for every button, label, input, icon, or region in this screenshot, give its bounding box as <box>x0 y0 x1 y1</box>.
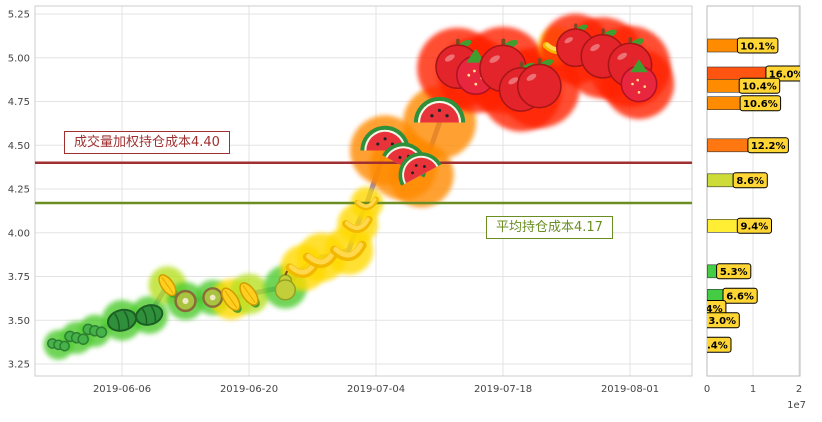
holding-cost-lines <box>35 161 692 205</box>
volume-bar-percent-label: 8.6% <box>732 172 768 189</box>
svg-text:3.75: 3.75 <box>8 272 30 283</box>
svg-text:5.25: 5.25 <box>8 10 30 21</box>
svg-text:4.75: 4.75 <box>8 97 30 108</box>
volume-bar-percent-label: 10.6% <box>739 95 782 112</box>
svg-text:10.6%: 10.6% <box>743 99 778 110</box>
melon-fruit-icon <box>135 304 164 326</box>
y-axis-tick-labels: 3.25 3.50 3.75 4.00 4.25 4.50 4.75 5.00 5.25 <box>8 10 30 371</box>
peas-fruit-icon <box>64 330 89 345</box>
panel-exponent-label: 1e7 <box>787 400 806 411</box>
svg-text:2019-06-20: 2019-06-20 <box>220 384 278 395</box>
svg-text:2019-07-18: 2019-07-18 <box>474 384 532 395</box>
svg-text:3.0%: 3.0% <box>708 316 736 327</box>
peas-fruit-icon <box>47 338 70 352</box>
volume-bar-percent-label: 10.4% <box>738 77 781 94</box>
svg-text:5.3%: 5.3% <box>720 267 748 278</box>
volume-bar-percent-label: 6.6% <box>722 287 758 304</box>
svg-text:1.4%: 1.4% <box>700 341 728 352</box>
svg-text:3.50: 3.50 <box>8 316 30 327</box>
corn-fruit-icon <box>221 287 242 313</box>
peas-fruit-icon <box>82 323 108 338</box>
volume-bar-percent-label: 1.4% <box>700 336 732 353</box>
svg-text:12.2%: 12.2% <box>751 141 786 152</box>
strawberry-fruit-icon <box>620 59 658 103</box>
volume-bar-percent-label: 9.4% <box>736 217 772 234</box>
svg-text:10.1%: 10.1% <box>740 41 775 52</box>
x-axis-tick-labels: 2019-06-06 2019-06-20 2019-07-04 2019-07-18… <box>93 384 659 395</box>
svg-text:0: 0 <box>704 384 710 395</box>
banana-fruit-icon <box>302 247 340 269</box>
svg-text:3.25: 3.25 <box>8 360 30 371</box>
svg-text:9.4%: 9.4% <box>741 222 769 233</box>
slice-fruit-icon <box>398 152 442 186</box>
volume-bar-percent-label: 3.0% <box>707 312 740 329</box>
volume-bar-percent-label: 12.2% <box>747 137 789 154</box>
svg-text:2019-06-06: 2019-06-06 <box>93 384 151 395</box>
svg-text:2: 2 <box>796 384 802 395</box>
svg-text:6.6%: 6.6% <box>726 292 754 303</box>
banana-fruit-icon <box>330 240 367 262</box>
svg-text:5.00: 5.00 <box>8 53 30 64</box>
volume-bar-percent-label: 5.3% <box>716 263 752 280</box>
svg-text:2019-08-01: 2019-08-01 <box>601 384 659 395</box>
volume-bar-percent-label: 16.0% <box>765 65 804 82</box>
slice-fruit-icon <box>413 96 466 123</box>
volume-bar-percent-label: 10.1% <box>736 37 779 54</box>
main-plot-border <box>34 5 693 377</box>
banana-fruit-icon <box>342 216 373 233</box>
svg-text:2019-07-04: 2019-07-04 <box>347 384 405 395</box>
vwap-cost-annotation: 成交量加权持仓成本4.40 <box>64 131 230 154</box>
pear-fruit-icon <box>274 270 296 301</box>
corn-fruit-icon <box>158 274 178 298</box>
svg-text:8.6%: 8.6% <box>736 176 764 187</box>
svg-text:4.50: 4.50 <box>8 141 30 152</box>
svg-text:0.4%: 0.4% <box>695 304 723 315</box>
svg-text:1: 1 <box>750 384 756 395</box>
svg-text:16.0%: 16.0% <box>769 69 804 80</box>
fruit-markers <box>47 23 658 352</box>
svg-text:4.00: 4.00 <box>8 228 30 239</box>
avg-cost-annotation: 平均持仓成本4.17 <box>486 216 613 239</box>
apple-fruit-icon <box>516 58 562 109</box>
corn-fruit-icon <box>239 282 260 308</box>
volume-profile-panel: 0 1 2 1e7 10.1% 16.0% 10.4% 10.6% 12.2% 8.6… <box>695 5 806 411</box>
kiwi-fruit-icon <box>202 287 224 308</box>
svg-text:10.4%: 10.4% <box>742 82 777 93</box>
banana-fruit-icon <box>354 196 379 211</box>
svg-text:4.25: 4.25 <box>8 185 30 196</box>
kiwi-fruit-icon <box>174 289 197 313</box>
